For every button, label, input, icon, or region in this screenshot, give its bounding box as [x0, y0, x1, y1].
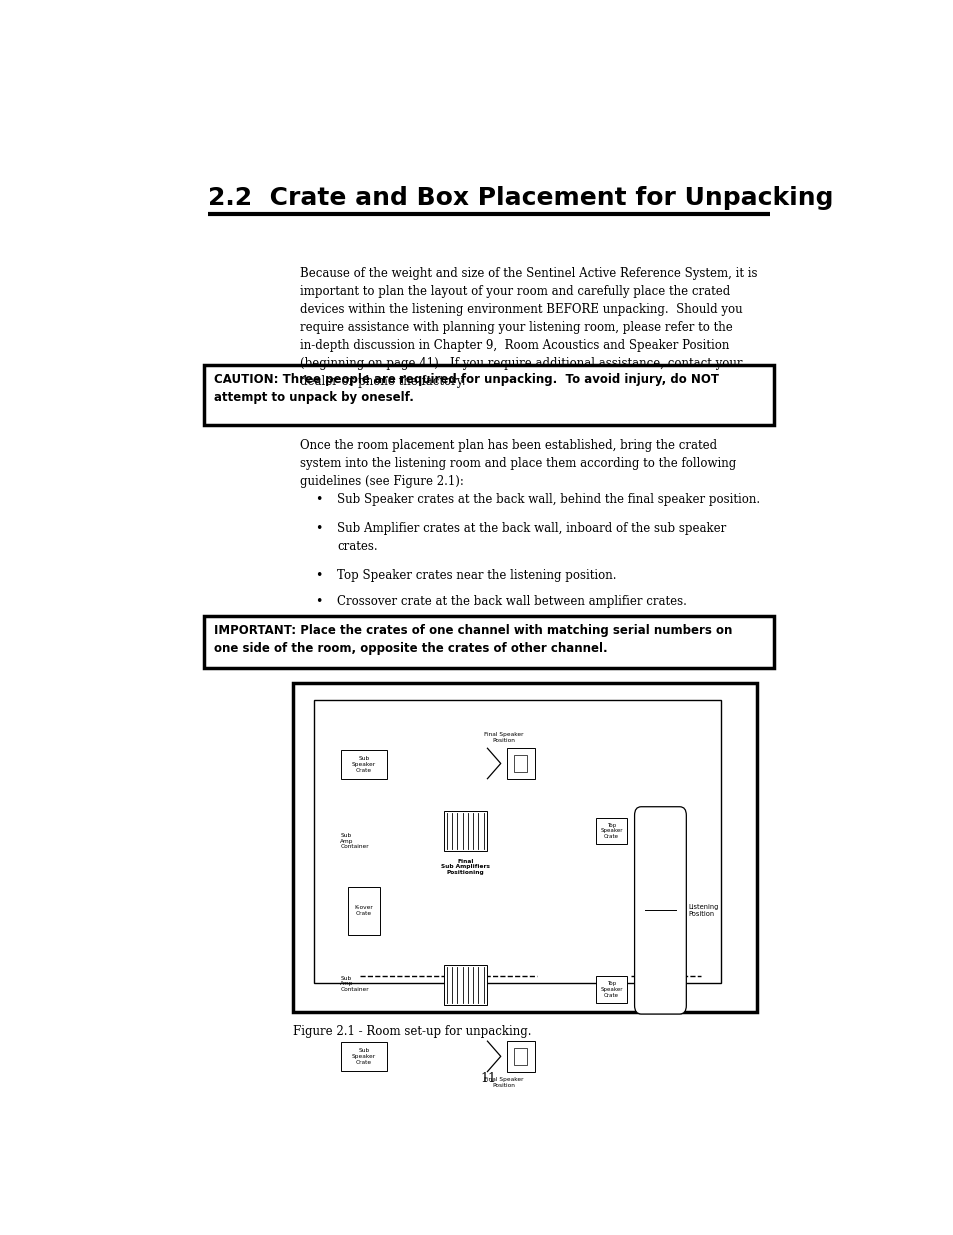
Text: Sub Amplifier crates at the back wall, inboard of the sub speaker
crates.: Sub Amplifier crates at the back wall, i… — [337, 522, 726, 553]
Text: Final Speaker
Position: Final Speaker Position — [483, 1077, 523, 1088]
Text: Sub
Speaker
Crate: Sub Speaker Crate — [352, 1049, 375, 1065]
Bar — [443, 811, 486, 851]
Text: Top
Speaker
Crate: Top Speaker Crate — [599, 823, 622, 840]
Bar — [341, 750, 387, 779]
Text: Once the room placement plan has been established, bring the crated
system into : Once the room placement plan has been es… — [300, 440, 736, 488]
Text: •: • — [314, 494, 322, 506]
Bar — [314, 700, 720, 983]
Text: Sub
Speaker
Crate: Sub Speaker Crate — [352, 756, 375, 773]
Bar — [204, 366, 773, 425]
Bar — [596, 818, 626, 845]
Text: 2.2  Crate and Box Placement for Unpacking: 2.2 Crate and Box Placement for Unpackin… — [208, 186, 833, 210]
Bar — [341, 1042, 387, 1071]
Text: •: • — [314, 522, 322, 535]
Bar — [204, 616, 773, 668]
Text: Final Speaker
Position: Final Speaker Position — [483, 732, 523, 742]
Bar — [293, 683, 756, 1011]
Text: Top
Speaker
Crate: Top Speaker Crate — [599, 982, 622, 998]
Bar — [443, 965, 486, 1005]
Text: CAUTION: Three people are required for unpacking.  To avoid injury, do NOT
attem: CAUTION: Three people are required for u… — [213, 373, 719, 404]
Text: K-over
Crate: K-over Crate — [355, 905, 373, 916]
Text: Sub Speaker crates at the back wall, behind the final speaker position.: Sub Speaker crates at the back wall, beh… — [337, 494, 760, 506]
Bar — [514, 755, 527, 772]
Bar — [506, 1041, 535, 1072]
Text: Listening
Position: Listening Position — [688, 904, 719, 918]
Text: Because of the weight and size of the Sentinel Active Reference System, it is
im: Because of the weight and size of the Se… — [300, 267, 757, 388]
Text: Sub
Amp
Container: Sub Amp Container — [340, 832, 369, 850]
FancyBboxPatch shape — [634, 806, 685, 1014]
Text: •: • — [314, 595, 322, 608]
Bar — [348, 887, 379, 935]
Text: IMPORTANT: Place the crates of one channel with matching serial numbers on
one s: IMPORTANT: Place the crates of one chann… — [213, 624, 732, 655]
Bar — [514, 1047, 527, 1065]
Text: Figure 2.1 - Room set-up for unpacking.: Figure 2.1 - Room set-up for unpacking. — [293, 1025, 531, 1037]
Text: Crossover crate at the back wall between amplifier crates.: Crossover crate at the back wall between… — [337, 595, 686, 608]
Bar — [596, 977, 626, 1003]
Bar — [506, 748, 535, 779]
Text: •: • — [314, 568, 322, 582]
Text: Sub
Amp
Container: Sub Amp Container — [340, 976, 369, 992]
Text: Final
Sub Amplifiers
Positioning: Final Sub Amplifiers Positioning — [440, 858, 489, 876]
Text: Top Speaker crates near the listening position.: Top Speaker crates near the listening po… — [337, 568, 617, 582]
Text: 11: 11 — [480, 1072, 497, 1084]
